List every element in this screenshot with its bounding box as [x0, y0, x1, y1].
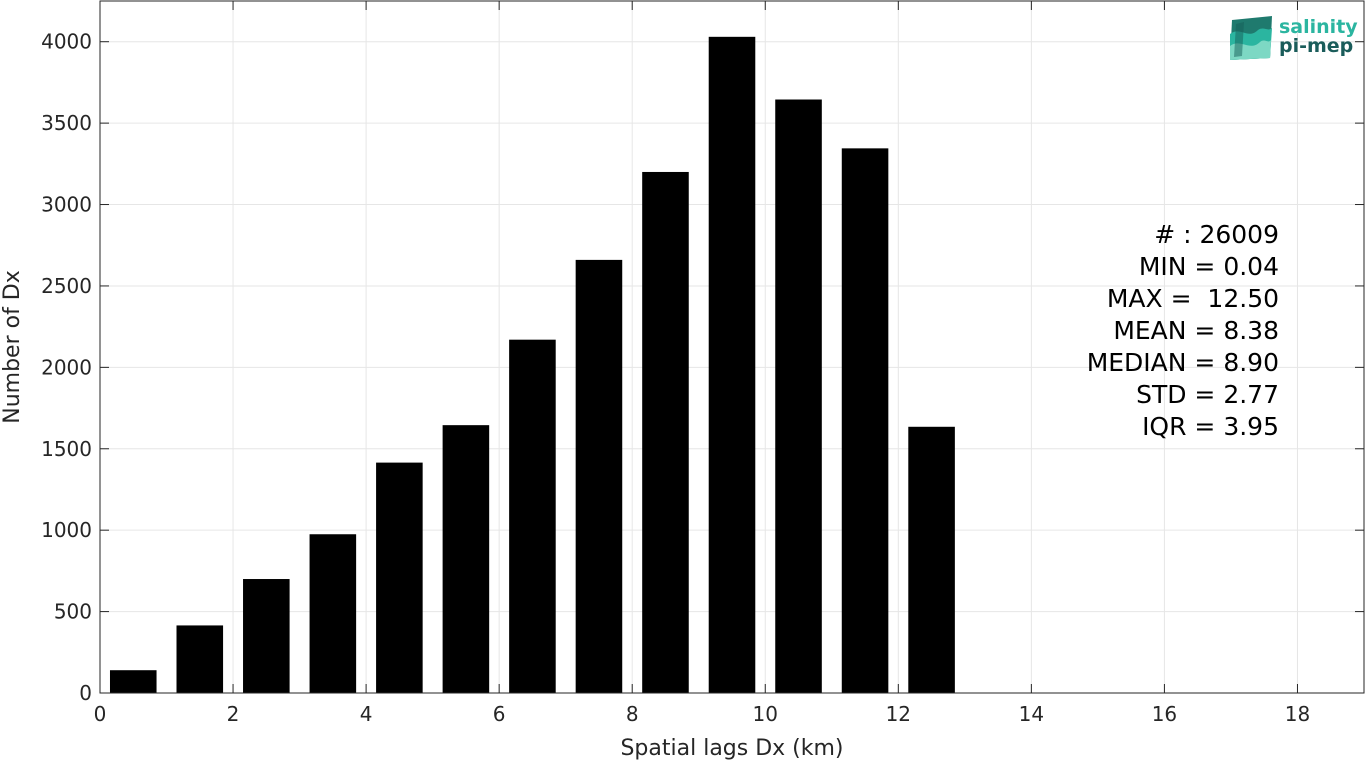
x-tick-label: 10 — [753, 702, 778, 726]
stat-min: MIN = 0.04 — [1139, 252, 1279, 281]
stat-count: # : 26009 — [1154, 220, 1279, 249]
wave-ribbon-icon — [1230, 16, 1272, 60]
histogram-bar — [575, 259, 623, 693]
salinity-pi-mep-logo: salinity pi-mep — [1230, 16, 1358, 60]
histogram-bar — [109, 670, 157, 693]
x-tick-label: 14 — [1019, 702, 1044, 726]
statistics-box: # : 26009 MIN = 0.04 MAX = 12.50 MEAN = … — [1087, 220, 1279, 441]
histogram-bar — [775, 99, 822, 693]
y-tick-label: 4000 — [41, 30, 92, 54]
y-tick-label: 3500 — [41, 111, 92, 135]
stat-mean: MEAN = 8.38 — [1113, 316, 1279, 345]
histogram-bar — [309, 534, 357, 693]
histogram-bar — [176, 625, 224, 693]
logo-line1: salinity — [1279, 16, 1358, 38]
histogram-bar — [642, 171, 689, 693]
x-tick-label: 4 — [360, 702, 373, 726]
histogram-bar — [442, 425, 490, 693]
logo-line2: pi-mep — [1279, 35, 1353, 57]
x-tick-label: 16 — [1152, 702, 1177, 726]
histogram-bar — [708, 36, 756, 694]
x-tick-label: 2 — [227, 702, 240, 726]
bars — [109, 36, 955, 694]
stat-std: STD = 2.77 — [1136, 380, 1279, 409]
histogram-bar — [841, 148, 889, 694]
x-tick-label: 0 — [94, 702, 107, 726]
plot-frame — [99, 0, 1365, 694]
x-tick-label: 6 — [493, 702, 506, 726]
y-tick-label: 0 — [79, 681, 92, 705]
axis-ticks: 0 2 4 6 8 10 12 14 16 18 0 500 1000 1500 2000 2500 3000 3… — [41, 1, 1364, 726]
stat-max: MAX = 12.50 — [1107, 284, 1279, 313]
x-tick-label: 12 — [886, 702, 911, 726]
y-tick-label: 1000 — [41, 518, 92, 542]
y-tick-label: 2500 — [41, 274, 92, 298]
stat-median: MEDIAN = 8.90 — [1087, 348, 1279, 377]
x-tick-label: 8 — [626, 702, 639, 726]
y-tick-label: 1500 — [41, 437, 92, 461]
y-axis-title: Number of Dx — [0, 270, 25, 424]
histogram-bar — [908, 426, 955, 693]
y-tick-label: 500 — [54, 600, 92, 624]
histogram-bar — [509, 339, 556, 693]
histogram-bar — [243, 579, 290, 693]
stat-iqr: IQR = 3.95 — [1142, 412, 1279, 441]
x-tick-label: 18 — [1285, 702, 1310, 726]
y-tick-label: 2000 — [41, 355, 92, 379]
x-axis-title: Spatial lags Dx (km) — [620, 736, 843, 761]
histogram-bar — [376, 462, 423, 693]
y-tick-label: 3000 — [41, 193, 92, 217]
